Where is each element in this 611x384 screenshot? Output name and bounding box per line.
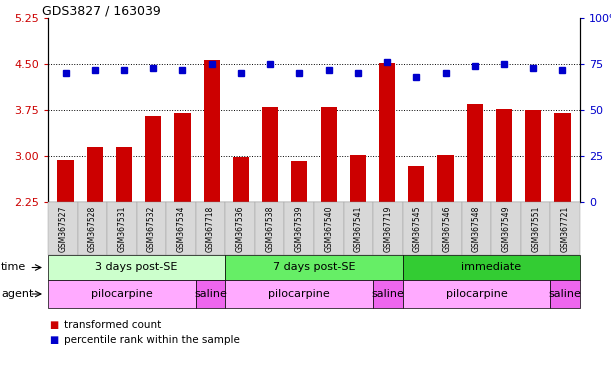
- Text: 3 days post-SE: 3 days post-SE: [95, 263, 178, 273]
- Text: saline: saline: [371, 289, 404, 299]
- Text: ■: ■: [49, 335, 58, 345]
- Text: saline: saline: [549, 289, 582, 299]
- Bar: [87, 147, 103, 202]
- Text: GSM367534: GSM367534: [177, 205, 186, 252]
- Text: GSM367536: GSM367536: [236, 205, 244, 252]
- Text: time: time: [1, 263, 26, 273]
- Text: percentile rank within the sample: percentile rank within the sample: [64, 335, 240, 345]
- Bar: [57, 160, 73, 202]
- Text: GDS3827 / 163039: GDS3827 / 163039: [42, 5, 161, 18]
- Bar: [408, 166, 425, 202]
- Bar: [291, 161, 307, 202]
- Text: GSM367538: GSM367538: [265, 205, 274, 252]
- Text: immediate: immediate: [461, 263, 521, 273]
- Text: ■: ■: [49, 320, 58, 330]
- Text: GSM367548: GSM367548: [472, 205, 481, 252]
- Bar: [525, 110, 541, 202]
- Bar: [233, 157, 249, 202]
- Text: GSM367532: GSM367532: [147, 205, 156, 252]
- Bar: [437, 155, 453, 202]
- Bar: [116, 147, 132, 202]
- Text: saline: saline: [194, 289, 227, 299]
- Text: 7 days post-SE: 7 days post-SE: [273, 263, 355, 273]
- Text: agent: agent: [1, 289, 34, 299]
- Text: GSM367551: GSM367551: [531, 205, 540, 252]
- Text: GSM367549: GSM367549: [502, 205, 511, 252]
- Text: GSM367721: GSM367721: [561, 205, 569, 252]
- Bar: [262, 107, 278, 202]
- Text: GSM367545: GSM367545: [413, 205, 422, 252]
- Text: GSM367528: GSM367528: [88, 205, 97, 252]
- Text: GSM367719: GSM367719: [383, 205, 392, 252]
- Text: GSM367718: GSM367718: [206, 205, 215, 252]
- Text: GSM367527: GSM367527: [58, 205, 67, 252]
- Text: GSM367540: GSM367540: [324, 205, 333, 252]
- Bar: [554, 113, 571, 202]
- Text: pilocarpine: pilocarpine: [268, 289, 330, 299]
- Bar: [350, 155, 366, 202]
- Bar: [145, 116, 161, 202]
- Bar: [321, 107, 337, 202]
- Bar: [379, 63, 395, 202]
- Text: GSM367539: GSM367539: [295, 205, 304, 252]
- Text: GSM367546: GSM367546: [442, 205, 452, 252]
- Bar: [174, 113, 191, 202]
- Bar: [496, 109, 512, 202]
- Bar: [203, 60, 220, 202]
- Text: GSM367531: GSM367531: [117, 205, 126, 252]
- Text: transformed count: transformed count: [64, 320, 161, 330]
- Text: GSM367541: GSM367541: [354, 205, 363, 252]
- Bar: [467, 104, 483, 202]
- Text: pilocarpine: pilocarpine: [445, 289, 507, 299]
- Text: pilocarpine: pilocarpine: [91, 289, 153, 299]
